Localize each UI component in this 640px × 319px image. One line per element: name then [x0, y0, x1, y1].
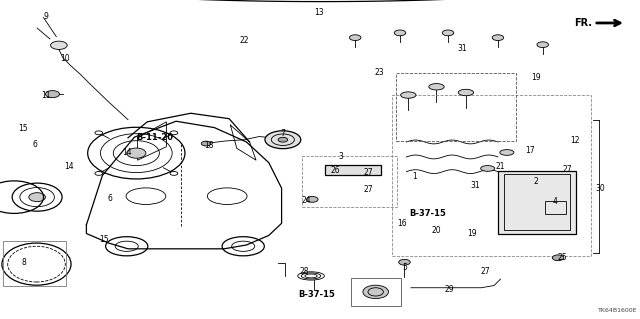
Bar: [325, 165, 381, 175]
Text: 27: 27: [364, 185, 374, 194]
Text: 19: 19: [531, 73, 541, 82]
Text: 16: 16: [397, 219, 407, 228]
Text: 18: 18: [204, 141, 213, 150]
Bar: [3, 241, 66, 286]
Text: 6: 6: [33, 140, 38, 149]
Text: 6: 6: [108, 194, 113, 203]
Text: FR.: FR.: [574, 18, 592, 28]
Text: 10: 10: [60, 54, 70, 63]
Text: B-11-20: B-11-20: [136, 133, 173, 142]
Text: 5: 5: [402, 263, 407, 272]
Bar: [545, 201, 566, 214]
Text: 27: 27: [480, 267, 490, 276]
Text: B-37-15: B-37-15: [409, 209, 446, 218]
Text: 20: 20: [431, 226, 442, 235]
Ellipse shape: [481, 166, 495, 171]
Bar: [302, 156, 397, 207]
Text: 24: 24: [301, 197, 311, 205]
Ellipse shape: [201, 141, 211, 146]
Ellipse shape: [458, 89, 474, 96]
Ellipse shape: [45, 91, 60, 98]
Text: B-37-15: B-37-15: [298, 290, 335, 299]
Bar: [498, 171, 576, 234]
Text: 13: 13: [314, 8, 324, 17]
Text: 15: 15: [18, 124, 28, 133]
Text: 1: 1: [412, 172, 417, 181]
Text: 29: 29: [444, 285, 454, 294]
Ellipse shape: [442, 30, 454, 36]
Text: 23: 23: [374, 68, 384, 77]
Bar: [396, 73, 516, 141]
Text: 30: 30: [595, 184, 605, 193]
Text: 28: 28: [300, 267, 309, 276]
Bar: [504, 174, 570, 230]
Ellipse shape: [51, 41, 67, 49]
Ellipse shape: [278, 137, 288, 142]
Ellipse shape: [307, 197, 318, 202]
Text: 22: 22: [240, 36, 249, 45]
Text: 2: 2: [534, 177, 539, 186]
Text: 15: 15: [99, 235, 109, 244]
Text: 4: 4: [553, 197, 558, 206]
Text: 11: 11: [42, 91, 51, 100]
Ellipse shape: [265, 131, 301, 149]
Ellipse shape: [399, 259, 410, 265]
Ellipse shape: [394, 30, 406, 36]
Text: 14: 14: [64, 162, 74, 171]
Ellipse shape: [363, 285, 388, 299]
Bar: [392, 95, 591, 256]
Text: 12: 12: [570, 137, 579, 145]
Text: 19: 19: [467, 229, 477, 238]
Text: 21: 21: [496, 162, 505, 171]
Ellipse shape: [429, 84, 444, 90]
Ellipse shape: [401, 92, 416, 98]
Text: 31: 31: [470, 181, 480, 190]
Text: 27: 27: [562, 165, 572, 174]
Text: 3: 3: [338, 152, 343, 161]
Ellipse shape: [127, 148, 146, 158]
Ellipse shape: [349, 35, 361, 41]
Ellipse shape: [492, 35, 504, 41]
Text: 8: 8: [22, 258, 27, 267]
Text: 25: 25: [557, 253, 567, 262]
Text: TK64B1600E: TK64B1600E: [598, 308, 637, 313]
Text: 31: 31: [457, 44, 467, 53]
Ellipse shape: [500, 150, 514, 155]
Text: 14: 14: [122, 148, 132, 157]
Text: 26: 26: [330, 166, 340, 175]
Bar: [351, 278, 401, 306]
Ellipse shape: [537, 42, 548, 48]
Ellipse shape: [29, 193, 45, 202]
Text: 17: 17: [525, 146, 535, 155]
Ellipse shape: [552, 255, 564, 261]
Text: 9: 9: [44, 12, 49, 21]
Text: 7: 7: [280, 129, 285, 138]
Text: 27: 27: [364, 168, 374, 177]
